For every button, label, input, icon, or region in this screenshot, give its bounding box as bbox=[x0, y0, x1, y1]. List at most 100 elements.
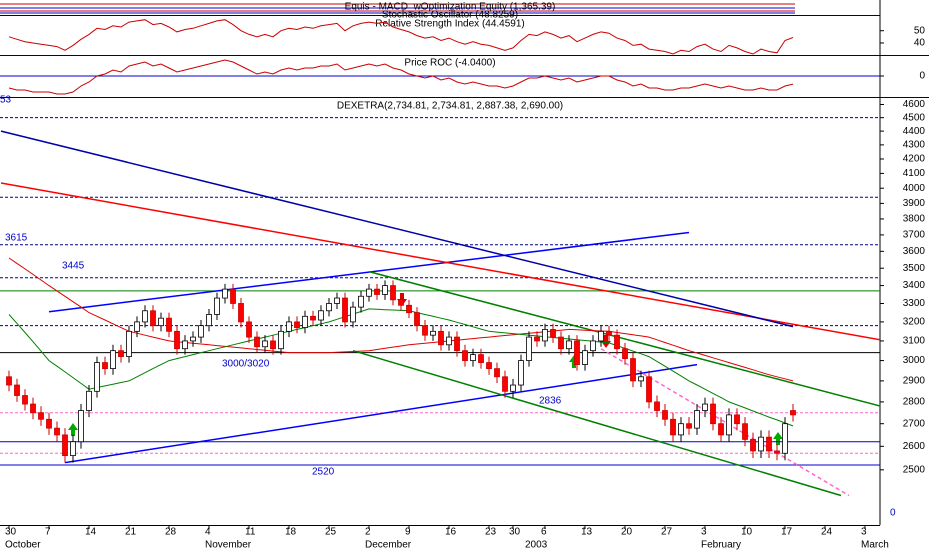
candle-body bbox=[54, 427, 60, 436]
candle-body bbox=[78, 410, 84, 443]
annotation: 3445 bbox=[62, 261, 85, 272]
candle-body bbox=[750, 439, 756, 452]
x-tick-label: 28 bbox=[165, 527, 177, 538]
candle-body bbox=[62, 434, 68, 457]
candle-body bbox=[654, 401, 660, 411]
candle-body bbox=[574, 340, 580, 365]
candle-body bbox=[294, 321, 300, 328]
candle-body bbox=[214, 297, 220, 315]
x-tick-label: 3 bbox=[701, 527, 707, 538]
candle-body bbox=[422, 325, 428, 336]
buy-arrow bbox=[773, 432, 783, 445]
candle-body bbox=[478, 354, 484, 363]
chart-title: DEXETRA(2,734.81, 2,734.81, 2,887.38, 2,… bbox=[337, 101, 563, 112]
x-tick-label: 23 bbox=[485, 527, 497, 538]
y-tick-label: 2900 bbox=[903, 376, 926, 387]
y-tick-label: 3300 bbox=[903, 298, 926, 309]
candle-body bbox=[174, 330, 180, 350]
candle-body bbox=[94, 362, 100, 392]
candle-body bbox=[262, 340, 268, 348]
candle-body bbox=[382, 285, 388, 295]
x-tick-label: 6 bbox=[541, 527, 547, 538]
buy-arrow bbox=[569, 355, 579, 368]
y-tick-label: 2600 bbox=[903, 441, 926, 452]
annotation: 53 bbox=[0, 95, 12, 106]
x-tick-label: 2 bbox=[365, 527, 371, 538]
candle-body bbox=[766, 436, 772, 452]
month-label: 2003 bbox=[525, 540, 548, 550]
candle-body bbox=[166, 317, 172, 332]
candle-body bbox=[550, 329, 556, 338]
y-tick-label: 2700 bbox=[903, 418, 926, 429]
stochastic-title: Stochastic Oscillator (48.8259) bbox=[382, 10, 518, 21]
y-tick-label: 3800 bbox=[903, 214, 926, 225]
candle-body bbox=[454, 336, 460, 352]
candle-body bbox=[110, 350, 116, 370]
candle-body bbox=[742, 423, 748, 440]
rsi-title: Relative Strength Index (44.4591) bbox=[375, 19, 525, 30]
candle-body bbox=[702, 403, 708, 411]
candle-body bbox=[358, 295, 364, 308]
x-tick-label: 13 bbox=[581, 527, 593, 538]
candle-body bbox=[414, 312, 420, 327]
y-tick-label: 3400 bbox=[903, 280, 926, 291]
x-tick-label: 17 bbox=[781, 527, 793, 538]
candle-body bbox=[46, 418, 52, 429]
annotation: 2520 bbox=[312, 467, 335, 478]
x-tick-label: 30 bbox=[509, 527, 521, 538]
x-tick-label: 25 bbox=[325, 527, 337, 538]
trend-line bbox=[0, 182, 880, 341]
candle-body bbox=[14, 384, 20, 396]
candle-body bbox=[38, 412, 44, 420]
candle-body bbox=[622, 348, 628, 359]
candle-body bbox=[150, 310, 156, 327]
month-label: February bbox=[701, 540, 741, 550]
candle-body bbox=[494, 368, 500, 378]
candle-body bbox=[598, 330, 604, 342]
candle-body bbox=[390, 285, 396, 301]
candle-body bbox=[630, 358, 636, 382]
candle-body bbox=[470, 354, 476, 361]
buy-arrow bbox=[68, 423, 78, 436]
candle-body bbox=[718, 423, 724, 436]
candle-body bbox=[662, 410, 668, 420]
candle-body bbox=[6, 376, 12, 386]
x-tick-label: 24 bbox=[821, 527, 833, 538]
annotation: 3615 bbox=[5, 233, 28, 244]
y-tick-label: 2500 bbox=[903, 464, 926, 475]
candle-body bbox=[198, 325, 204, 338]
candle-body bbox=[670, 418, 676, 436]
y-tick-label: 0 bbox=[919, 71, 925, 82]
y-tick-label: 3500 bbox=[903, 263, 926, 274]
candle-body bbox=[222, 288, 228, 299]
candle-body bbox=[374, 288, 380, 295]
candle-body bbox=[318, 310, 324, 321]
candle-body bbox=[534, 336, 540, 342]
candle-body bbox=[678, 423, 684, 436]
x-tick-label: 20 bbox=[621, 527, 633, 538]
candle-body bbox=[278, 330, 284, 350]
y-tick-label: 4000 bbox=[903, 183, 926, 194]
annotation: 3000/3020 bbox=[222, 359, 270, 370]
x-tick-label: 21 bbox=[125, 527, 137, 538]
candle-body bbox=[606, 330, 612, 336]
sell-arrow bbox=[601, 335, 611, 348]
candle-body bbox=[30, 403, 36, 414]
candle-body bbox=[270, 340, 276, 350]
annotation: 2836 bbox=[539, 396, 562, 407]
candle-body bbox=[694, 410, 700, 429]
y-tick-label: 4500 bbox=[903, 112, 926, 123]
y-tick-label: 3900 bbox=[903, 198, 926, 209]
y-tick-label: 3000 bbox=[903, 355, 926, 366]
candle-body bbox=[70, 441, 76, 457]
candle-body bbox=[190, 336, 196, 342]
trend-line bbox=[0, 130, 794, 328]
candle-body bbox=[542, 329, 548, 342]
x-tick-label: 10 bbox=[741, 527, 753, 538]
candle-body bbox=[590, 340, 596, 352]
candle-body bbox=[366, 288, 372, 297]
candle-body bbox=[326, 303, 332, 312]
